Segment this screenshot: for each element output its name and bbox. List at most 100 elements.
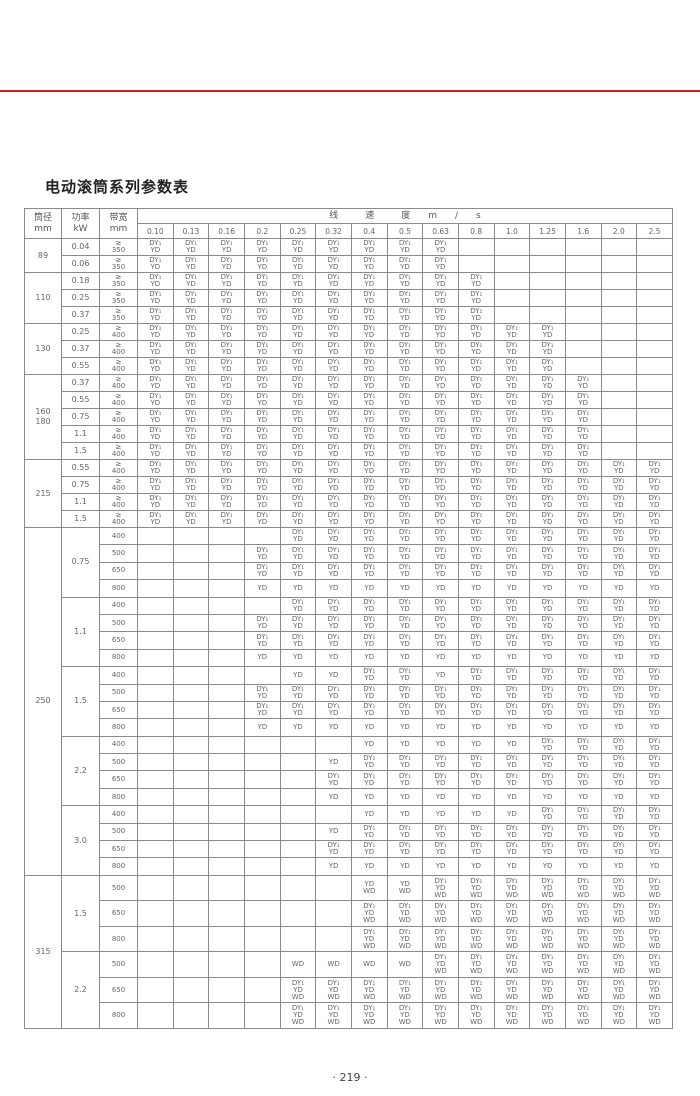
- model-cell: DY₁ YD: [636, 683, 673, 702]
- model-cell: DY₁ YD WD: [493, 925, 531, 953]
- belt-width-cell: 500: [99, 683, 138, 702]
- table-row: 0.75 ≥ 400 DY₁ YD DY₁ YD DY₁ YD DY₁ YD DY₁ YD D…: [25, 476, 673, 494]
- model-cell: DY₁ YD: [386, 391, 424, 409]
- model-cell: DY₁ YD: [208, 306, 245, 324]
- model-cell: [636, 408, 673, 426]
- model-cell: DY₁ YD: [172, 323, 210, 341]
- model-cell: YD: [315, 648, 352, 668]
- model-cell: DY₁ YD: [422, 526, 459, 546]
- model-cell: DY₁ YD: [350, 408, 388, 426]
- model-cell: DY₁ YD: [636, 770, 673, 789]
- model-cell: DY₁ YD WD: [600, 900, 638, 927]
- model-cell: DY₁ YD: [137, 340, 174, 358]
- model-cell: DY₁ YD: [564, 770, 602, 789]
- model-cell: DY₁ YD: [457, 459, 495, 477]
- model-cell: [137, 770, 174, 789]
- model-cell: DY₁ YD: [386, 374, 424, 392]
- model-cell: [172, 1002, 210, 1029]
- model-cell: DY₁ YD: [315, 613, 352, 633]
- model-cell: DY₁ YD WD: [386, 976, 424, 1004]
- model-cell: [208, 840, 245, 859]
- model-cell: YD: [457, 787, 495, 807]
- model-cell: DY₁ YD: [315, 596, 352, 615]
- model-cell: DY₁ YD: [315, 700, 352, 720]
- model-cell: DY₁ YD WD: [457, 925, 495, 953]
- table-row: 800 DY₁ YD WD DY₁ YD WD DY₁ YD WD DY₁ YD WD D…: [25, 1002, 673, 1029]
- table-row: 500 YD DY₁ YD DY₁ YD DY₁ YD DY₁ YD DY₁ YD DY₁ Y…: [25, 753, 673, 772]
- model-cell: DY₁ YD: [243, 238, 281, 256]
- table-row: 500 DY₁ YD DY₁ YD DY₁ YD DY₁ YD DY₁ YD DY₁ YD D…: [25, 544, 673, 563]
- belt-width-cell: ≥ 400: [99, 510, 138, 528]
- model-cell: [208, 857, 245, 876]
- model-cell: DY₁ YD WD: [315, 1002, 352, 1029]
- model-cell: DY₁ YD WD: [600, 874, 638, 902]
- model-cell: DY₁ YD: [137, 476, 174, 494]
- model-cell: [243, 526, 281, 546]
- model-cell: [208, 579, 245, 598]
- belt-width-cell: ≥ 400: [99, 476, 138, 494]
- model-cell: DY₁ YD: [137, 323, 174, 341]
- table-row: 650 DY₁ YD WD DY₁ YD WD DY₁ YD WD DY₁ YD WD D…: [25, 900, 673, 927]
- model-cell: DY₁ YD: [529, 357, 566, 375]
- model-cell: DY₁ YD: [457, 408, 495, 426]
- model-cell: DY₁ YD: [564, 544, 602, 563]
- model-cell: [636, 238, 673, 256]
- model-cell: [208, 874, 245, 902]
- model-cell: DY₁ YD WD: [493, 900, 531, 927]
- model-cell: DY₁ YD: [279, 357, 317, 375]
- model-cell: DY₁ YD: [457, 753, 495, 772]
- model-cell: DY₁ YD: [386, 631, 424, 650]
- belt-width-cell: 400: [99, 666, 138, 685]
- model-cell: DY₁ YD: [636, 596, 673, 615]
- power-cell: 0.75: [61, 408, 100, 426]
- power-cell: 0.75: [61, 527, 100, 598]
- model-cell: [600, 391, 638, 409]
- model-cell: DY₁ YD: [172, 272, 210, 290]
- model-cell: DY₁ YD: [315, 770, 352, 789]
- model-cell: YD: [600, 787, 638, 807]
- model-cell: DY₁ YD: [564, 510, 602, 528]
- model-cell: DY₁ YD: [386, 596, 424, 615]
- model-cell: YD: [636, 718, 673, 737]
- model-cell: DY₁ YD: [172, 510, 210, 528]
- model-cell: [600, 272, 638, 290]
- model-cell: DY₁ YD: [457, 613, 495, 633]
- power-cell: 0.18: [61, 272, 100, 290]
- model-cell: YD: [493, 579, 531, 598]
- model-cell: [529, 289, 566, 307]
- model-cell: [208, 631, 245, 650]
- model-cell: DY₁ YD: [600, 735, 638, 755]
- model-cell: DY₁ YD: [172, 391, 210, 409]
- model-cell: [172, 753, 210, 772]
- model-cell: DY₁ YD: [493, 374, 531, 392]
- speed-header-cell: 1.25: [529, 223, 566, 239]
- model-cell: [279, 822, 317, 842]
- model-cell: DY₁ YD: [386, 408, 424, 426]
- model-cell: DY₁ YD WD: [350, 976, 388, 1004]
- header-red-rule: [0, 90, 700, 92]
- model-cell: [493, 238, 531, 256]
- model-cell: DY₁ YD: [529, 613, 566, 633]
- model-cell: [137, 900, 174, 927]
- model-cell: [243, 787, 281, 807]
- table-row: 800 DY₁ YD WD DY₁ YD WD DY₁ YD WD DY₁ YD WD D…: [25, 925, 673, 953]
- model-cell: DY₁ YD: [386, 238, 424, 256]
- model-cell: DY₁ YD: [422, 238, 459, 256]
- model-cell: DY₁ YD: [386, 442, 424, 460]
- model-cell: YD: [493, 648, 531, 668]
- model-cell: DY₁ YD: [564, 700, 602, 720]
- model-cell: [279, 900, 317, 927]
- table-row: 1.1 400 DY₁ YD DY₁ YD DY₁ YD DY₁ YD DY₁ YD DY₁ …: [25, 596, 673, 668]
- model-cell: DY₁ YD: [636, 459, 673, 477]
- belt-width-cell: ≥ 400: [99, 391, 138, 409]
- model-cell: DY₁ YD: [208, 289, 245, 307]
- model-cell: [564, 289, 602, 307]
- model-cell: YD: [279, 648, 317, 668]
- model-cell: DY₁ YD: [172, 476, 210, 494]
- model-cell: [600, 408, 638, 426]
- model-cell: DY₁ YD: [422, 683, 459, 702]
- model-cell: [137, 700, 174, 720]
- model-cell: YD: [636, 857, 673, 876]
- model-cell: DY₁ YD: [529, 822, 566, 842]
- model-cell: DY₁ YD: [457, 700, 495, 720]
